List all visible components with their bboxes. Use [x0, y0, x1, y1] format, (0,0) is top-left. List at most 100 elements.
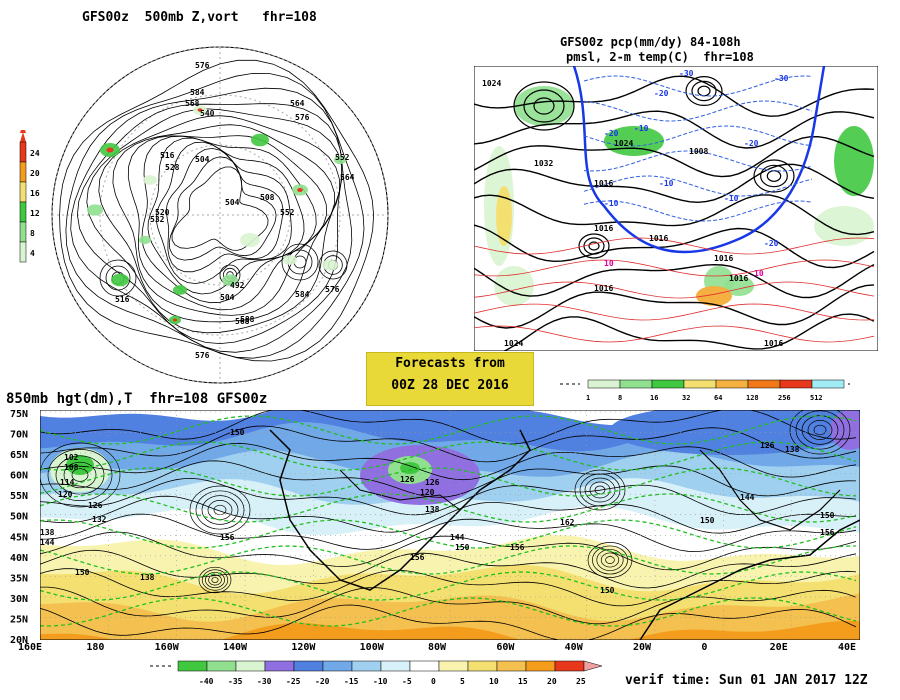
vorticity-max — [197, 108, 203, 112]
pressure-center — [753, 159, 795, 193]
contour-label: 540 — [200, 109, 215, 118]
vorticity-max — [106, 147, 114, 153]
pcp-bar-swatch — [715, 379, 749, 389]
height-center — [195, 490, 245, 530]
isobar — [474, 263, 875, 299]
temp-bar-tick: -10 — [373, 677, 388, 686]
temperature-label: 10 — [754, 269, 764, 278]
temperature-contour — [583, 200, 813, 222]
temp-bar-swatch — [438, 660, 469, 672]
height-center — [189, 485, 251, 535]
pcp-bar-tick: 64 — [714, 394, 722, 402]
pressure-center — [588, 241, 600, 251]
temperature-contour — [474, 303, 875, 321]
pressure-center — [760, 164, 788, 188]
vorticity-patch — [139, 235, 151, 245]
height-label: 138 — [40, 528, 55, 537]
coastline — [699, 449, 841, 531]
height-center — [795, 410, 845, 450]
contour-label: 516 — [160, 151, 175, 160]
temp-bar-tick: -15 — [344, 677, 359, 686]
height-contour — [165, 147, 284, 273]
latitude-label: 65N — [10, 450, 28, 461]
isobar-label: 1032 — [534, 159, 553, 168]
pressure-center — [533, 97, 555, 115]
temperature-label: -10 — [604, 199, 619, 208]
isotherm — [40, 519, 857, 549]
verif-time: verif time: Sun 01 JAN 2017 12Z — [625, 673, 868, 688]
height-label: 126 — [88, 501, 103, 510]
height-label: 120 — [420, 488, 435, 497]
pcp-bar-tick: 128 — [746, 394, 759, 402]
isotherm — [40, 415, 857, 445]
contour-label: 532 — [150, 215, 165, 224]
pressure-center — [685, 76, 723, 106]
closed-low-contour — [281, 243, 319, 281]
contour-label: 520 — [155, 208, 170, 217]
precip-area — [814, 206, 874, 246]
temp-bar-tick: -35 — [228, 677, 243, 686]
height-contour — [86, 108, 343, 334]
vorticity-patch — [322, 259, 338, 271]
isotherm — [40, 597, 857, 627]
temperature-label: 10 — [604, 259, 614, 268]
vorticity-patch — [334, 155, 346, 165]
vorticity-patch — [251, 133, 269, 147]
height-label: 150 — [230, 428, 245, 437]
vorticity-patch — [111, 273, 129, 287]
vort-bar-tick: 16 — [30, 189, 40, 198]
height-contour — [40, 495, 857, 534]
height-center — [71, 468, 89, 482]
latitude-label: 20N — [10, 635, 28, 646]
latitude-label: 40N — [10, 553, 28, 564]
longitude-label: 20W — [633, 642, 652, 653]
contour-label: 576 — [195, 61, 210, 70]
coastline — [639, 519, 860, 640]
height-label: 120 — [58, 490, 73, 499]
cold-pocket — [830, 410, 860, 450]
temp-bar-tick: 5 — [460, 677, 465, 686]
temp-bar-swatch — [351, 660, 382, 672]
height-label: 126 — [400, 475, 415, 484]
height-contour — [76, 103, 343, 345]
vort-bar-swatch — [19, 221, 27, 243]
isobar — [502, 313, 875, 351]
height-contour — [40, 460, 857, 498]
height-label: 102 — [64, 453, 79, 462]
height-contour — [40, 531, 857, 571]
precip-area — [514, 86, 574, 126]
panel-500-title: GFS00z 500mb Z,vort fhr=108 — [82, 10, 317, 25]
height-label: 114 — [60, 478, 75, 487]
latitude-label: 45N — [10, 532, 28, 543]
forecast-line-2: 00Z 28 DEC 2016 — [391, 378, 509, 393]
height-center — [63, 461, 97, 489]
temp-bar-swatch — [235, 660, 266, 672]
pcp-bar-tick: 512 — [810, 394, 823, 402]
temp-bar-swatch — [380, 660, 411, 672]
longitude-label: 100W — [360, 642, 385, 653]
temp-bar-tick: 20 — [547, 677, 557, 686]
temperature-label: -20 — [604, 129, 619, 138]
height-label: 132 — [92, 515, 107, 524]
latitude-label: 55N — [10, 491, 28, 502]
height-label: 144 — [450, 533, 465, 542]
vorticity-color-bar: 24 20 16 12 8 4 — [19, 130, 40, 263]
temperature-label: -20 — [764, 239, 779, 248]
height-contour — [40, 477, 857, 516]
latitude-label: 25N — [10, 614, 28, 625]
height-label: 126 — [425, 478, 440, 487]
height-contour — [59, 59, 375, 362]
temperature-label: -30 — [774, 74, 789, 83]
contour-label: 584 — [295, 290, 310, 299]
temperature-contour — [474, 281, 875, 299]
height-center — [198, 566, 232, 594]
temperature-contour — [583, 150, 813, 172]
isobar — [474, 194, 875, 236]
temp-bar-tick: -20 — [315, 677, 330, 686]
height-label: 156 — [410, 553, 425, 562]
height-label: 144 — [740, 493, 755, 502]
vorticity-patch — [222, 274, 238, 286]
height-center — [596, 549, 624, 571]
longitude-label: 160W — [155, 642, 180, 653]
